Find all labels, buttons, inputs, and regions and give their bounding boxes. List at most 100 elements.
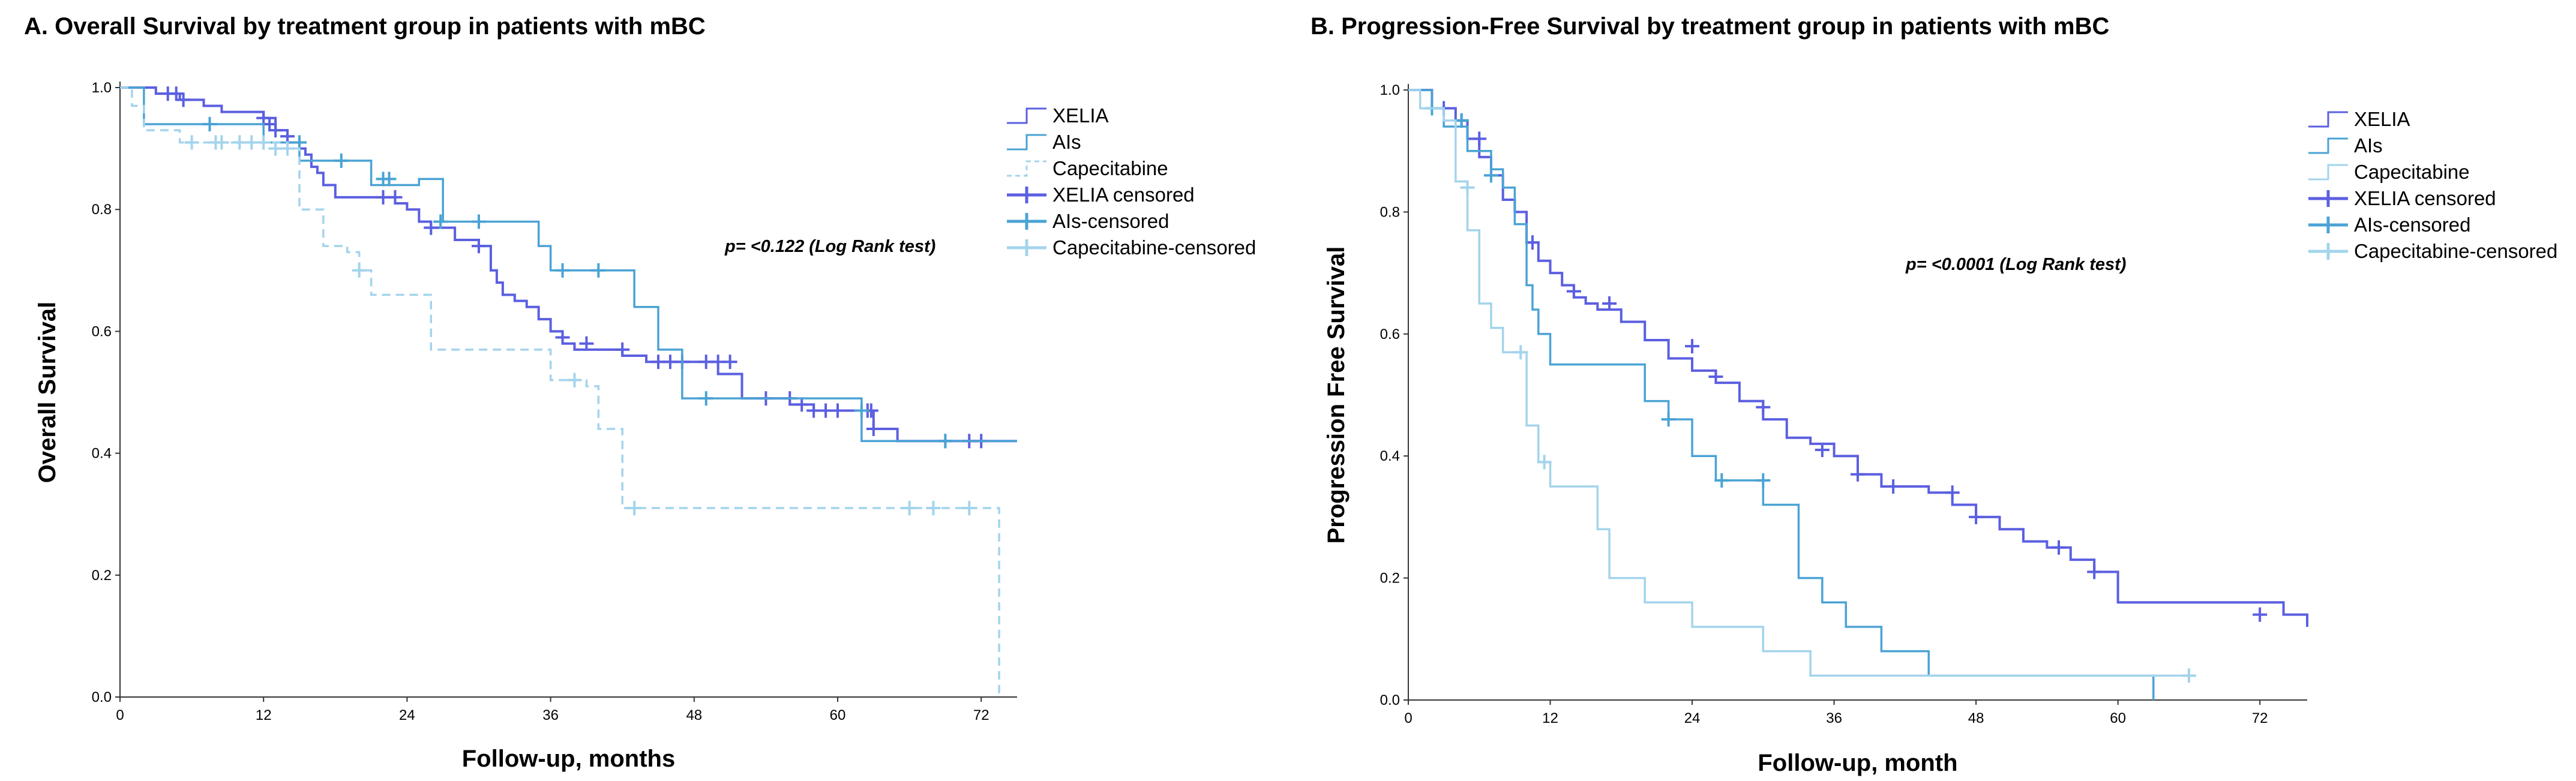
- censor-mark-capecitabine: [352, 263, 367, 278]
- panel-overall-survival: A. Overall Survival by treatment group i…: [24, 13, 1256, 772]
- censor-mark-xelia: [1472, 131, 1487, 146]
- censor-mark-ais: [1714, 473, 1729, 488]
- x-axis-title: Follow-up, month: [1758, 750, 1957, 776]
- censor-mark-xelia: [1566, 284, 1581, 299]
- panel-progression-free-survival: B. Progression-Free Survival by treatmen…: [1290, 0, 2576, 781]
- legend-label: Capecitabine-censored: [2354, 240, 2557, 262]
- legend-item: XELIA: [1007, 104, 1109, 127]
- legend-item: XELIA: [2308, 108, 2410, 130]
- censor-mark-capecitabine: [280, 141, 295, 156]
- censor-mark-ais: [433, 214, 448, 229]
- legend-item: Capecitabine: [1007, 157, 1168, 179]
- legend-item: AIs-censored: [1007, 210, 1169, 232]
- censor-mark-ais: [1661, 412, 1676, 427]
- censor-mark-xelia: [169, 86, 184, 101]
- censor-mark-xelia: [794, 397, 809, 412]
- censor-mark-capecitabine: [1513, 345, 1528, 360]
- legend-label: AIs: [1052, 131, 1081, 153]
- legend-label: XELIA censored: [1052, 184, 1195, 206]
- censor-mark-ais: [1756, 473, 1771, 488]
- x-tick-label: 72: [973, 707, 989, 723]
- x-tick-label: 48: [686, 707, 702, 723]
- censor-mark-xelia: [1851, 467, 1865, 482]
- series-line-ais: [120, 86, 1017, 443]
- series-line-capecitabine: [120, 86, 1000, 697]
- x-tick-label: 12: [256, 707, 272, 723]
- legend-label: AIs-censored: [2354, 214, 2470, 236]
- series-line-capecitabine: [1408, 89, 2189, 677]
- censor-mark-xelia: [830, 403, 845, 418]
- censor-mark-xelia: [280, 129, 295, 144]
- legend-label: XELIA censored: [2354, 187, 2496, 209]
- censor-mark-xelia: [268, 123, 283, 138]
- x-tick-label: 12: [1542, 710, 1558, 726]
- y-tick-label: 0.4: [92, 446, 112, 462]
- censor-mark-xelia: [555, 330, 570, 345]
- censor-mark-xelia: [1756, 399, 1771, 414]
- censor-mark-capecitabine: [926, 501, 941, 516]
- censor-mark-xelia: [1708, 369, 1723, 384]
- y-axis-title: Progression Free Survival: [1323, 247, 1350, 544]
- censor-mark-ais: [202, 116, 217, 131]
- legend-label: XELIA: [1052, 104, 1109, 127]
- y-axis-title: Overall Survival: [34, 302, 61, 483]
- censor-mark-capecitabine: [184, 135, 199, 150]
- censor-mark-ais: [1454, 113, 1469, 128]
- censor-mark-capecitabine: [2181, 668, 2196, 683]
- x-tick-label: 60: [2110, 710, 2126, 726]
- censor-mark-ais: [854, 403, 869, 418]
- y-tick-label: 0.0: [1380, 692, 1400, 708]
- censor-mark-ais: [334, 153, 349, 168]
- censor-mark-capecitabine: [214, 135, 229, 150]
- legend-label: Capecitabine-censored: [1052, 236, 1256, 259]
- censor-mark-ais: [555, 263, 570, 278]
- censor-mark-xelia: [1886, 479, 1901, 494]
- censor-mark-xelia: [1525, 235, 1540, 250]
- censor-mark-xelia: [388, 190, 403, 205]
- censor-mark-xelia: [1969, 509, 1984, 524]
- legend-item: Capecitabine-censored: [1007, 236, 1256, 259]
- censor-mark-xelia: [1945, 485, 1960, 500]
- y-tick-label: 0.6: [1380, 326, 1400, 343]
- legend-item: XELIA censored: [2308, 187, 2496, 209]
- y-tick-label: 0.8: [92, 202, 112, 218]
- overall-survival-chart: 0 12 24 36 48 60 72 0.0 0.2 0.4 0.6 0.8 1.0 Follow-up…: [34, 80, 1256, 772]
- censor-mark-capecitabine: [962, 501, 977, 516]
- y-tick-label: 0.2: [92, 567, 112, 584]
- censor-mark-xelia: [1602, 296, 1617, 311]
- x-tick-label: 60: [830, 707, 846, 723]
- chart-title: B. Progression-Free Survival by treatmen…: [1311, 13, 2110, 40]
- legend-label: AIs-censored: [1052, 210, 1169, 232]
- y-tick-label: 0.8: [1380, 204, 1400, 220]
- chart-title: A. Overall Survival by treatment group i…: [24, 13, 706, 40]
- legend-item: XELIA censored: [1007, 184, 1195, 206]
- y-tick-label: 0.0: [92, 689, 112, 705]
- y-tick-label: 0.4: [1380, 448, 1400, 464]
- censor-mark-xelia: [2253, 607, 2268, 622]
- p-value-annotation: p= <0.122 (Log Rank test): [724, 237, 935, 256]
- x-tick-label: 36: [1826, 710, 1842, 726]
- p-value-annotation: p= <0.0001 (Log Rank test): [1905, 255, 2126, 274]
- y-tick-label: 1.0: [92, 80, 112, 96]
- censor-mark-ais: [698, 391, 713, 406]
- censor-mark-xelia: [615, 342, 630, 357]
- censor-mark-capecitabine: [1537, 455, 1552, 470]
- legend-item: Capecitabine: [2308, 161, 2470, 183]
- x-axis-title: Follow-up, months: [462, 746, 676, 772]
- censor-mark-ais: [472, 214, 486, 229]
- x-tick-label: 72: [2252, 710, 2268, 726]
- censor-mark-ais: [292, 135, 307, 150]
- censor-mark-capecitabine: [256, 135, 271, 150]
- censor-mark-xelia: [579, 336, 594, 351]
- progression-free-survival-chart: 0 12 24 36 48 60 72 0.0 0.2 0.4 0.6 0.8 1.0 Follow-up…: [1323, 82, 2557, 776]
- y-tick-label: 0.6: [92, 323, 112, 340]
- legend-label: AIs: [2354, 134, 2383, 157]
- series-line-ais: [1408, 89, 2155, 700]
- censor-mark-xelia: [722, 355, 737, 370]
- censor-mark-xelia: [1815, 443, 1830, 458]
- censor-mark-xelia: [866, 421, 881, 436]
- x-tick-label: 0: [1404, 710, 1412, 726]
- series-line-xelia: [1408, 89, 2308, 627]
- legend-label: Capecitabine: [1052, 157, 1168, 179]
- y-tick-label: 0.2: [1380, 570, 1400, 587]
